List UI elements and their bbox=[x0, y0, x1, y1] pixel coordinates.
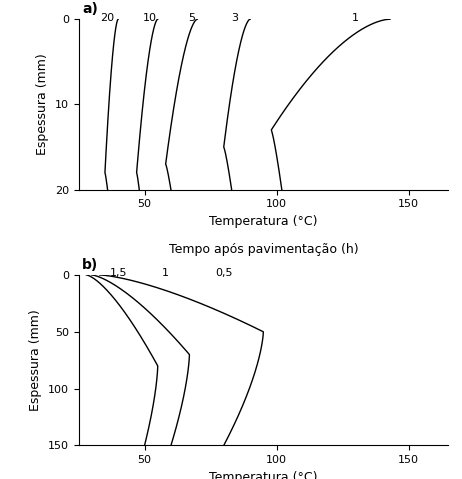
Text: 1: 1 bbox=[352, 13, 359, 23]
Text: 1: 1 bbox=[162, 268, 169, 278]
X-axis label: Temperatura (°C): Temperatura (°C) bbox=[209, 215, 317, 228]
Text: a): a) bbox=[82, 2, 98, 16]
Text: 1,5: 1,5 bbox=[109, 268, 127, 278]
Text: 5: 5 bbox=[188, 13, 195, 23]
Y-axis label: Espessura (mm): Espessura (mm) bbox=[29, 309, 42, 411]
Text: 0,5: 0,5 bbox=[215, 268, 232, 278]
Text: 3: 3 bbox=[231, 13, 238, 23]
Text: b): b) bbox=[82, 258, 98, 272]
Text: 20: 20 bbox=[101, 13, 115, 23]
Text: 10: 10 bbox=[143, 13, 157, 23]
Title: Tempo após pavimentação (h): Tempo após pavimentação (h) bbox=[169, 243, 358, 256]
X-axis label: Temperatura (°C): Temperatura (°C) bbox=[209, 471, 317, 479]
Y-axis label: Espessura (mm): Espessura (mm) bbox=[36, 54, 49, 155]
